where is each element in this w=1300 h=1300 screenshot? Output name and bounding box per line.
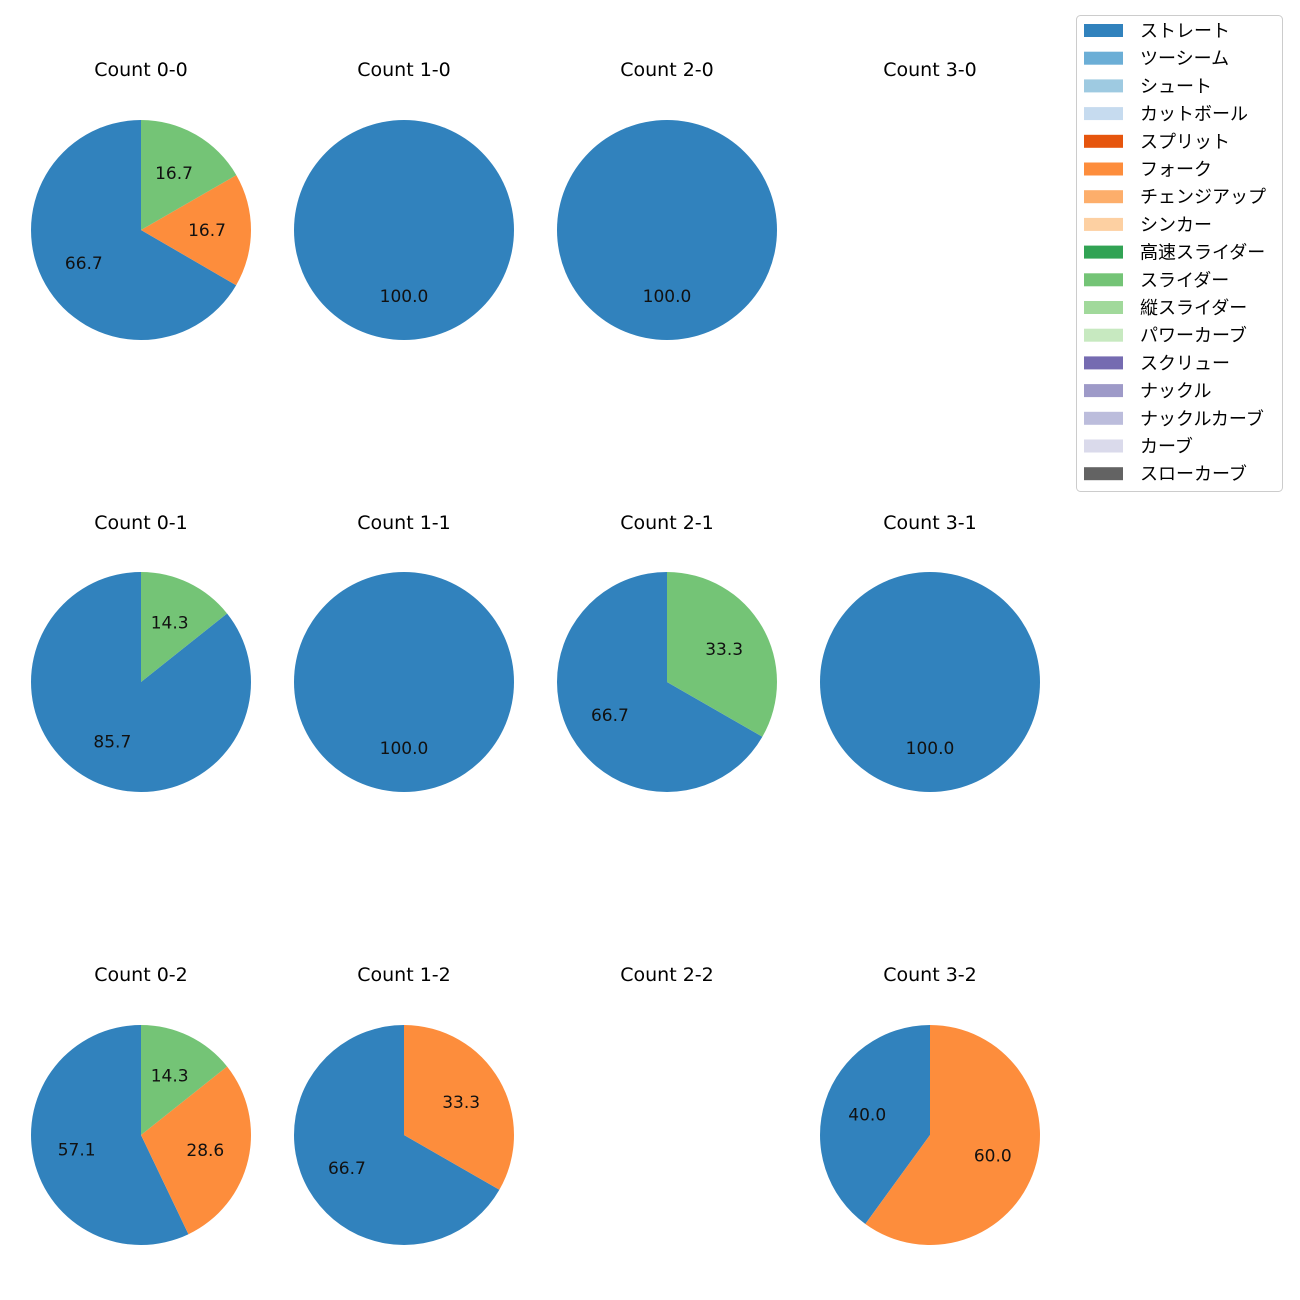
pie-slice	[294, 120, 514, 340]
legend-label: ツーシーム	[1140, 49, 1229, 70]
pie-slice	[30, 120, 237, 340]
pie-panel: Count 1-1 100.0	[294, 512, 514, 792]
pie-slice	[820, 1025, 930, 1224]
pie-panel: Count 3-2 40.0 60.0	[820, 964, 1040, 1245]
legend-label: カーブ	[1140, 436, 1193, 458]
legend-swatch	[1084, 273, 1123, 287]
legend-swatch	[1084, 467, 1123, 481]
panel-title: Count 2-0	[620, 59, 714, 81]
pie-panel: Count 2-1 66.7 33.3	[556, 512, 777, 792]
pie-slice	[293, 1025, 500, 1245]
slice-label: 14.3	[151, 1067, 189, 1087]
slice-label: 100.0	[906, 739, 955, 759]
legend-swatch	[1084, 79, 1123, 93]
pie-panel: Count 3-1 100.0	[820, 512, 1040, 792]
panel-title: Count 1-2	[357, 964, 451, 986]
pie-slice	[31, 572, 252, 792]
legend-label: カットボール	[1140, 104, 1248, 125]
legend-label: ナックルカーブ	[1140, 408, 1264, 430]
panel-title: Count 0-2	[94, 964, 188, 986]
legend-swatch	[1084, 301, 1123, 314]
legend-swatch	[1084, 328, 1123, 342]
legend-label: パワーカーブ	[1140, 325, 1247, 347]
legend-swatch	[1084, 134, 1123, 148]
legend: ストレートツーシームシュートカットボールスプリットフォークチェンジアップシンカー…	[1076, 15, 1283, 492]
pie-panel: Count 2-2	[620, 964, 714, 986]
legend-swatch	[1084, 51, 1123, 65]
legend-label: 高速スライダー	[1140, 243, 1265, 264]
panel-title: Count 1-0	[357, 59, 451, 81]
legend-label: フォーク	[1140, 160, 1212, 181]
legend-swatch	[1084, 190, 1123, 204]
panel-title: Count 1-1	[357, 512, 451, 534]
slice-label: 14.3	[151, 614, 189, 634]
legend-swatch	[1084, 107, 1123, 121]
panel-title: Count 3-0	[883, 59, 977, 81]
slice-label: 16.7	[188, 221, 226, 241]
legend-swatch	[1084, 356, 1123, 370]
legend-label: 縦スライダー	[1140, 298, 1247, 319]
pie-panel: Count 2-0 100.0	[557, 59, 777, 340]
slice-label: 40.0	[848, 1106, 886, 1126]
panel-title: Count 0-1	[94, 512, 188, 534]
panel-title: Count 2-2	[620, 964, 714, 986]
legend-label: シンカー	[1140, 215, 1212, 236]
legend-label: シュート	[1140, 76, 1212, 97]
slice-label: 66.7	[328, 1159, 366, 1179]
pie-slice	[141, 175, 251, 286]
pie-panel: Count 1-0 100.0	[294, 59, 514, 340]
legend-swatch	[1084, 384, 1123, 398]
legend-swatch	[1084, 245, 1123, 259]
pie-slice	[141, 1066, 252, 1235]
legend-label: ナックル	[1140, 381, 1211, 402]
pie-slice	[141, 572, 228, 682]
legend-frame	[1076, 15, 1283, 492]
legend-label: スプリット	[1140, 132, 1230, 153]
pie-slice	[141, 1025, 228, 1135]
slice-label: 85.7	[93, 732, 131, 752]
pie-slice	[31, 1025, 189, 1245]
slice-label: 33.3	[442, 1093, 480, 1113]
legend-label: スローカーブ	[1140, 463, 1247, 485]
pie-slice	[404, 1025, 514, 1190]
slice-label: 16.7	[155, 164, 193, 184]
slice-label: 33.3	[705, 640, 743, 660]
pie-panel: Count 0-2 57.1 28.6 14.3	[31, 964, 252, 1245]
slice-label: 100.0	[380, 739, 429, 759]
pie-panel: Count 0-0 66.7 16.7 16.7	[30, 59, 251, 340]
pie-slice	[820, 572, 1040, 792]
legend-label: ストレート	[1140, 21, 1230, 42]
legend-swatch	[1084, 24, 1123, 37]
slice-label: 66.7	[591, 706, 629, 726]
panel-title: Count 3-1	[883, 512, 977, 534]
legend-label: スクリュー	[1140, 353, 1230, 374]
legend-swatch	[1084, 411, 1123, 425]
pie-slice	[667, 572, 777, 737]
panel-title: Count 3-2	[883, 964, 977, 986]
slice-label: 100.0	[380, 287, 429, 307]
slice-label: 57.1	[58, 1141, 96, 1161]
pie-slice	[141, 120, 237, 230]
slice-label: 100.0	[643, 287, 692, 307]
pie-slice	[294, 572, 514, 792]
legend-swatch	[1084, 439, 1123, 453]
panel-title: Count 0-0	[94, 59, 188, 81]
pie-slice	[557, 120, 777, 340]
legend-label: チェンジアップ	[1140, 187, 1266, 208]
legend-label: スライダー	[1140, 270, 1229, 291]
pie-slice	[556, 572, 763, 792]
slice-label: 66.7	[65, 254, 103, 274]
legend-swatch	[1084, 217, 1123, 231]
pie-panel: Count 1-2 66.7 33.3	[293, 964, 514, 1245]
panel-title: Count 2-1	[620, 512, 714, 534]
pie-slice	[865, 1025, 1040, 1245]
legend-swatch	[1084, 162, 1123, 176]
slice-label: 28.6	[186, 1141, 224, 1161]
pie-panel: Count 3-0	[883, 59, 977, 81]
pie-panel: Count 0-1 85.7 14.3	[31, 512, 252, 792]
slice-label: 60.0	[974, 1146, 1012, 1166]
